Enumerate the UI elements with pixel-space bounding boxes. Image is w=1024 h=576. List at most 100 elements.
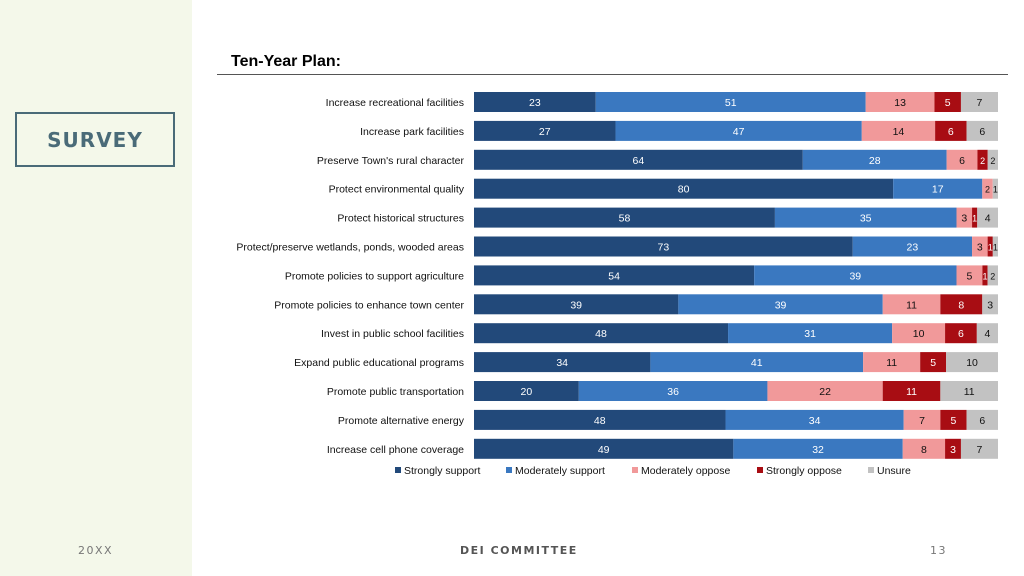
category-label: Invest in public school facilities xyxy=(321,328,464,340)
bar-segment xyxy=(474,409,726,430)
category-label: Increase recreational facilities xyxy=(326,97,464,109)
legend-swatch xyxy=(757,467,763,473)
category-label: Protect environmental quality xyxy=(329,184,465,196)
bar-segment xyxy=(920,352,947,373)
bar-segment xyxy=(903,409,941,430)
chart-title: Ten-Year Plan: xyxy=(231,53,341,70)
data-label: 39 xyxy=(775,299,787,311)
category-label: Increase park facilities xyxy=(360,126,464,138)
data-label: 11 xyxy=(906,386,917,398)
data-label: 28 xyxy=(869,155,881,167)
bar-segment xyxy=(982,294,998,315)
data-label: 23 xyxy=(907,242,919,254)
legend-label: Strongly support xyxy=(404,465,481,477)
bar-segment xyxy=(960,438,998,459)
data-label: 2 xyxy=(990,156,995,166)
bar-segment xyxy=(982,265,988,286)
bar-segment xyxy=(945,323,977,344)
data-label: 23 xyxy=(529,97,541,109)
data-label: 41 xyxy=(751,357,763,369)
legend-swatch xyxy=(868,467,874,473)
bar-segment xyxy=(474,149,803,170)
category-label: Promote policies to support agriculture xyxy=(285,270,464,282)
category-label: Promote policies to enhance town center xyxy=(274,299,464,311)
data-label: 48 xyxy=(595,328,607,340)
data-label: 1 xyxy=(972,214,977,224)
data-label: 7 xyxy=(919,415,925,427)
bar-segment xyxy=(474,236,853,257)
data-label: 3 xyxy=(987,299,993,311)
bar-segment xyxy=(972,236,988,257)
bar-segment xyxy=(946,352,998,373)
category-label: Increase cell phone coverage xyxy=(327,444,464,456)
bar-segment xyxy=(578,381,768,401)
bar-segment xyxy=(935,120,967,141)
data-label: 6 xyxy=(948,126,954,138)
data-label: 36 xyxy=(667,386,679,398)
data-label: 39 xyxy=(849,270,861,282)
bar-segment xyxy=(852,236,973,257)
bar-segment xyxy=(987,265,998,286)
bar-segment xyxy=(977,149,988,170)
data-label: 3 xyxy=(961,213,967,225)
bar-segment xyxy=(474,207,775,228)
legend-label: Moderately oppose xyxy=(641,465,730,477)
bar-segment xyxy=(966,120,998,141)
data-label: 14 xyxy=(893,126,905,138)
data-label: 5 xyxy=(945,97,951,109)
data-label: 5 xyxy=(967,270,973,282)
data-label: 1 xyxy=(988,243,993,253)
legend-label: Moderately support xyxy=(515,465,605,477)
bar-segment xyxy=(861,120,936,141)
footer-date: 20XX xyxy=(78,544,114,557)
data-label: 27 xyxy=(539,126,551,138)
bar-segment xyxy=(595,92,866,112)
bar-segment xyxy=(940,294,983,315)
data-label: 4 xyxy=(984,328,990,340)
bar-segment xyxy=(945,438,961,459)
bar-segment xyxy=(902,438,946,459)
category-label: Preserve Town's rural character xyxy=(317,155,465,167)
page-number: 13 xyxy=(930,544,947,557)
data-label: 1 xyxy=(993,185,998,195)
data-label: 8 xyxy=(958,299,964,311)
bar-segment xyxy=(725,409,904,430)
data-label: 64 xyxy=(633,155,645,167)
data-label: 10 xyxy=(966,357,978,369)
data-label: 48 xyxy=(594,415,606,427)
bar-segment xyxy=(474,323,729,344)
legend-swatch xyxy=(395,467,401,473)
data-label: 73 xyxy=(658,242,670,254)
data-label: 13 xyxy=(894,97,906,109)
data-label: 11 xyxy=(886,357,897,369)
bar-segment xyxy=(940,409,967,430)
data-label: 34 xyxy=(556,357,568,369)
data-label: 32 xyxy=(812,444,824,456)
bar-segment xyxy=(892,323,946,344)
legend-label: Unsure xyxy=(877,465,911,477)
bar-segment xyxy=(956,207,973,228)
data-label: 10 xyxy=(913,328,925,340)
data-label: 20 xyxy=(521,386,533,398)
data-label: 2 xyxy=(980,156,985,166)
data-label: 3 xyxy=(977,242,983,254)
bar-segment xyxy=(987,149,998,170)
bar-segment xyxy=(976,323,998,344)
data-label: 47 xyxy=(733,126,745,138)
bar-segment xyxy=(474,178,894,199)
bar-segment xyxy=(474,265,755,286)
bar-segment xyxy=(774,207,957,228)
data-label: 1 xyxy=(983,271,988,281)
data-label: 7 xyxy=(977,444,983,456)
bar-segment xyxy=(992,178,998,199)
data-label: 6 xyxy=(979,415,985,427)
bar-segment xyxy=(474,352,651,373)
data-label: 2 xyxy=(985,185,990,195)
data-label: 51 xyxy=(725,97,737,109)
data-label: 54 xyxy=(608,270,620,282)
data-label: 35 xyxy=(860,213,872,225)
category-label: Expand public educational programs xyxy=(294,357,464,369)
bar-segment xyxy=(863,352,921,373)
bar-segment xyxy=(615,120,862,141)
data-label: 80 xyxy=(678,184,690,196)
